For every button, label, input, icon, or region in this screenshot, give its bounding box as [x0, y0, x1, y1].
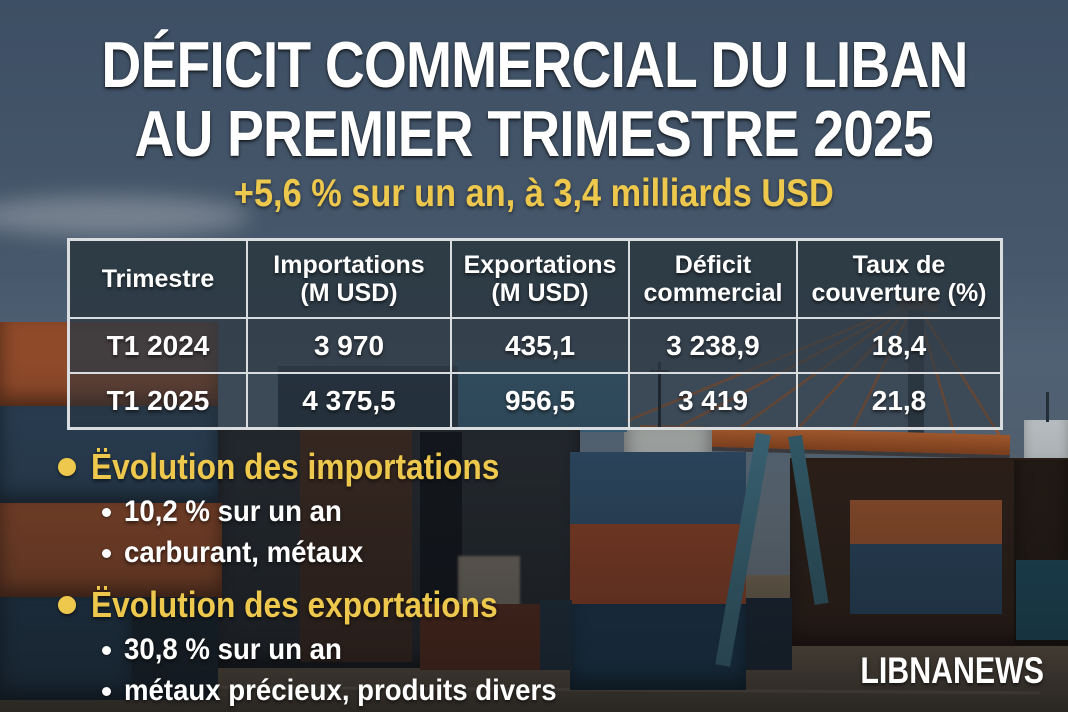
cell-t1-2024-trimestre: T1 2024	[69, 318, 247, 373]
sub-bullet-dot-icon	[102, 686, 111, 696]
section-exportations-label: Ëvolution des exportations	[91, 584, 498, 625]
col-header-taux: Taux de couverture (%)	[797, 240, 1001, 318]
sub-bullet-dot-icon	[102, 548, 111, 558]
title-line-2: AU PREMIER TRIMESTRE 2025	[134, 97, 934, 170]
ship-mast	[1046, 392, 1049, 422]
container-blue-band	[570, 452, 746, 524]
cloud	[0, 196, 250, 236]
col-header-importations: Importations (M USD)	[247, 240, 451, 318]
container-navy-bottom2	[746, 598, 792, 670]
section-importations-label: Ëvolution des importations	[91, 446, 500, 487]
cell-t1-2024-exportations: 435,1	[451, 318, 629, 373]
cell-t1-2024-taux: 18,4	[797, 318, 1001, 373]
container-rust-left-bottom	[0, 503, 222, 599]
container-blue-right	[850, 544, 1002, 614]
cell-t1-2025-exportations: 956,5	[451, 373, 629, 428]
container-rust-band	[570, 524, 746, 604]
list-item: carburant, métaux	[102, 536, 555, 570]
list-item: métaux précieux, produits divers	[102, 674, 594, 708]
container-red-bottom	[420, 604, 540, 670]
subtitle-text: +5,6 % sur un an, à 3,4 milliards USD	[234, 172, 834, 215]
col-header-deficit: Déficit commercial	[629, 240, 797, 318]
importations-item-products: carburant, métaux	[124, 536, 364, 569]
brand-logo-text: LIBNANEWS	[860, 650, 1044, 691]
bullet-dot-icon	[58, 458, 76, 476]
col-header-trimestre: Trimestre	[69, 240, 247, 318]
col-header-exportations: Exportations (M USD)	[451, 240, 629, 318]
subtitle: +5,6 % sur un an, à 3,4 milliards USD	[0, 172, 1068, 216]
container-navy-band	[570, 604, 746, 690]
section-importations: Ëvolution des importations 10,2 % sur un…	[58, 446, 555, 570]
container-teal-right	[1016, 560, 1068, 640]
exportations-item-products: métaux précieux, produits divers	[124, 674, 557, 707]
title-line-1: DÉFICIT COMMERCIAL DU LIBAN	[100, 28, 968, 101]
bullet-dot-icon	[58, 596, 76, 614]
cell-t1-2025-importations: 4 375,5	[247, 373, 451, 428]
sub-bullet-dot-icon	[102, 645, 111, 655]
container-rust-right	[850, 500, 1002, 544]
brand-logo: LIBNANEWS	[820, 650, 1044, 692]
container-dark-column-left	[132, 597, 218, 700]
trade-data-table: Trimestre Importations (M USD) Exportati…	[67, 238, 1003, 430]
container-maroon-column	[300, 430, 412, 662]
cell-t1-2025-taux: 21,8	[797, 373, 1001, 428]
exportations-item-growth: 30,8 % sur un an	[124, 633, 342, 666]
list-item: 10,2 % sur un an	[102, 495, 555, 529]
cell-t1-2024-deficit: 3 238,9	[629, 318, 797, 373]
importations-item-growth: 10,2 % sur un an	[124, 495, 342, 528]
section-importations-heading: Ëvolution des importations	[58, 446, 555, 488]
sub-bullet-dot-icon	[102, 507, 111, 517]
cell-t1-2025-trimestre: T1 2025	[69, 373, 247, 428]
list-item: 30,8 % sur un an	[102, 633, 594, 667]
cell-t1-2024-importations: 3 970	[247, 318, 451, 373]
container-navy-bottom	[540, 600, 572, 670]
page-title: DÉFICIT COMMERCIAL DU LIBAN AU PREMIER T…	[0, 30, 1068, 168]
cell-t1-2025-deficit: 3 419	[629, 373, 797, 428]
section-exportations: Ëvolution des exportations 30,8 % sur un…	[58, 584, 594, 708]
section-exportations-heading: Ëvolution des exportations	[58, 584, 594, 626]
